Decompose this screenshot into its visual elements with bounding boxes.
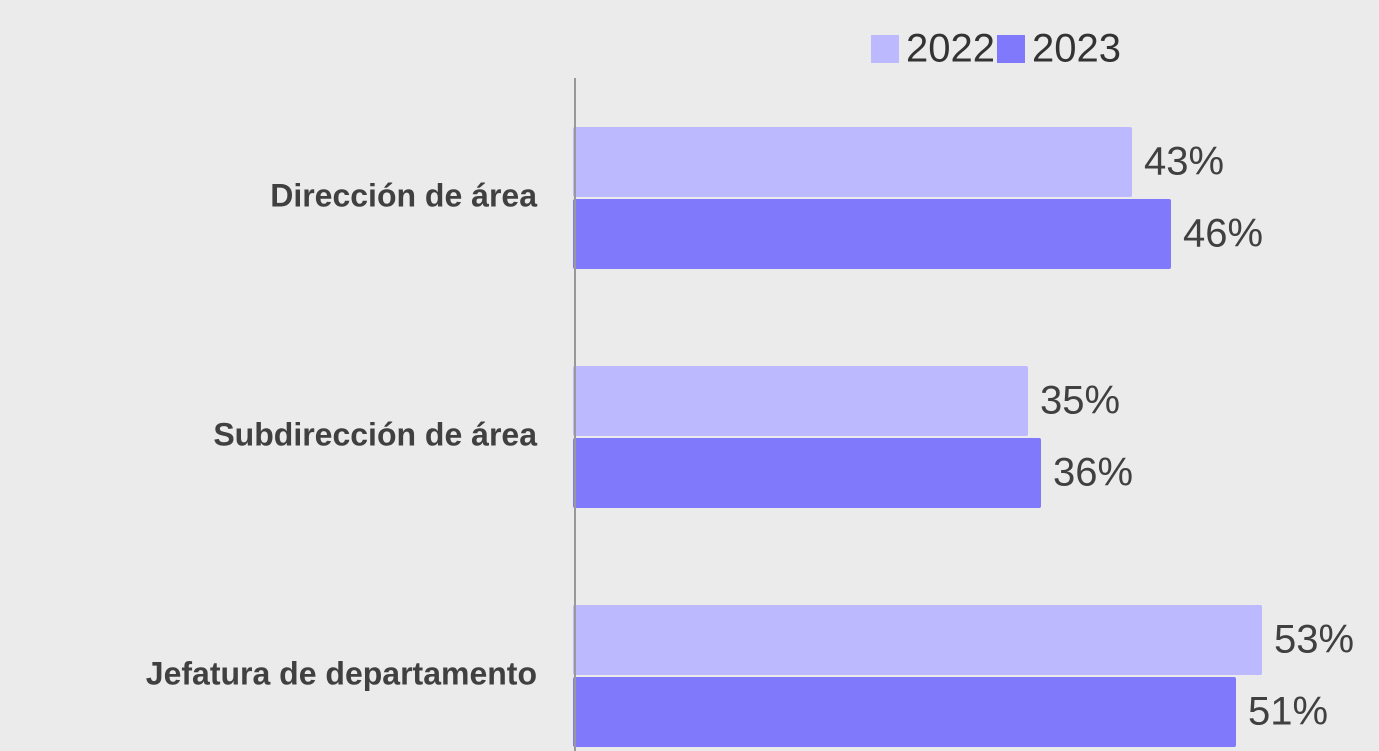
bar xyxy=(573,127,1132,197)
value-label: 36% xyxy=(1053,451,1133,495)
value-label: 35% xyxy=(1040,379,1120,423)
legend-swatch xyxy=(871,35,899,63)
category-label: Jefatura de departamento xyxy=(146,655,537,691)
value-label: 53% xyxy=(1274,618,1354,662)
value-label: 51% xyxy=(1248,690,1328,734)
category-label: Dirección de área xyxy=(270,177,537,213)
category-label: Subdirección de área xyxy=(213,416,537,452)
bar xyxy=(573,366,1028,436)
bar xyxy=(573,199,1171,269)
value-label: 43% xyxy=(1144,140,1224,184)
bar xyxy=(573,438,1041,508)
legend-label: 2022 xyxy=(906,27,995,71)
bar xyxy=(573,605,1262,675)
value-label: 46% xyxy=(1183,212,1263,256)
bar xyxy=(573,677,1236,747)
legend-label: 2023 xyxy=(1032,27,1121,71)
legend-swatch xyxy=(996,35,1025,63)
